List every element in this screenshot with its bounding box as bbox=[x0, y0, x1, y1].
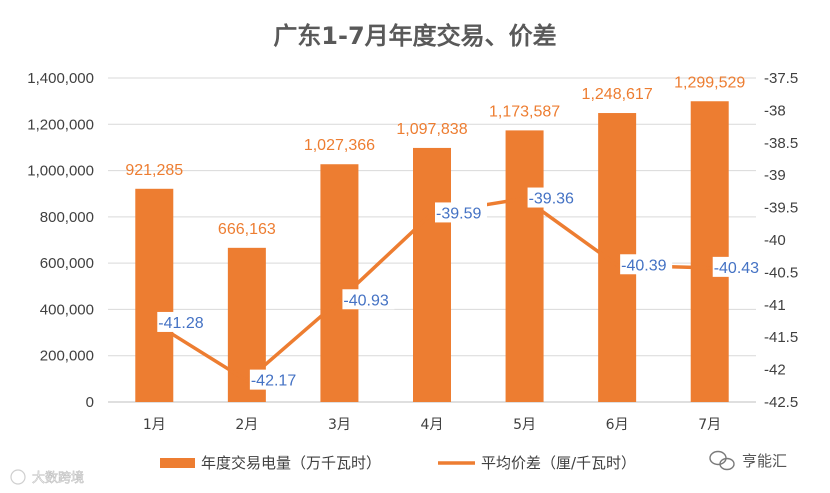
x-tick-label: 5月 bbox=[513, 417, 536, 433]
price-value-label: -39.59 bbox=[436, 205, 481, 222]
left-tick-label: 1,400,000 bbox=[27, 70, 94, 87]
price-value-label: -42.17 bbox=[251, 373, 296, 390]
right-tick-label: -39 bbox=[764, 167, 786, 184]
legend-bar-swatch bbox=[160, 458, 195, 468]
left-tick-label: 400,000 bbox=[40, 301, 94, 318]
bar-value-label: 1,027,366 bbox=[304, 137, 375, 154]
price-label-bg bbox=[435, 202, 487, 223]
bar-value-label: 1,248,617 bbox=[582, 86, 653, 103]
price-value-label: -41.28 bbox=[158, 315, 203, 332]
watermark-left: 大数跨境 bbox=[10, 469, 84, 486]
legend: 年度交易电量（万千瓦时） 平均价差（厘/千瓦时） bbox=[160, 454, 636, 472]
x-tick-label: 7月 bbox=[698, 417, 721, 433]
right-tick-label: -40.5 bbox=[764, 264, 798, 281]
right-axis-ticks: -37.5 -38 -38.5 -39 -39.5 -40 -40.5 -41 -41.5 -42… bbox=[764, 70, 798, 411]
right-tick-label: -38 bbox=[764, 102, 786, 119]
legend-line-label: 平均价差（厘/千瓦时） bbox=[481, 454, 636, 472]
legend-bar-label: 年度交易电量（万千瓦时） bbox=[201, 454, 381, 472]
x-tick-label: 3月 bbox=[328, 417, 351, 433]
price-value-label: -39.36 bbox=[529, 191, 574, 208]
price-point bbox=[152, 321, 157, 325]
right-tick-label: -41.5 bbox=[764, 329, 798, 346]
watermark-left-text: 大数跨境 bbox=[32, 471, 84, 486]
bar-value-label: 921,285 bbox=[125, 162, 183, 179]
price-point bbox=[522, 196, 527, 201]
price-label-bg bbox=[157, 311, 210, 332]
left-tick-label: 200,000 bbox=[40, 348, 94, 365]
bar-value-label: 666,163 bbox=[218, 221, 276, 238]
right-tick-label: -38.5 bbox=[764, 135, 798, 152]
line-data-labels: -41.28 -42.17 -40.93 -39.59 -39.36 -40.39 -40.… bbox=[157, 187, 765, 390]
watermark-right-text: 亨能汇 bbox=[742, 452, 787, 470]
x-tick-label: 6月 bbox=[606, 417, 629, 433]
right-tick-label: -40 bbox=[764, 232, 786, 249]
right-tick-label: -42.5 bbox=[764, 394, 798, 411]
bar bbox=[505, 130, 544, 402]
bar-value-label: 1,299,529 bbox=[674, 74, 745, 91]
price-point bbox=[707, 266, 712, 270]
bar bbox=[413, 147, 451, 402]
right-tick-label: -39.5 bbox=[764, 200, 798, 217]
bar-value-label: 1,097,838 bbox=[396, 121, 467, 138]
left-tick-label: 1,000,000 bbox=[27, 163, 94, 180]
price-label-bg bbox=[249, 369, 302, 390]
line-series bbox=[152, 196, 712, 383]
chart-title: 广东1-7月年度交易、价差 bbox=[273, 22, 556, 50]
price-point bbox=[430, 211, 434, 216]
price-point bbox=[337, 298, 342, 303]
price-point bbox=[615, 263, 619, 268]
left-tick-label: 0 bbox=[86, 394, 94, 411]
left-axis-ticks: 0 200,000 400,000 600,000 800,000 1,000,000 1,… bbox=[27, 70, 94, 411]
price-value-label: -40.93 bbox=[343, 292, 388, 309]
x-tick-label: 2月 bbox=[235, 417, 258, 433]
bar bbox=[320, 164, 359, 402]
left-tick-label: 600,000 bbox=[40, 255, 94, 272]
bar-data-labels: 921,285 666,163 1,027,366 1,097,838 1,173,58… bbox=[125, 74, 745, 238]
x-tick-label: 4月 bbox=[421, 417, 444, 433]
left-tick-label: 800,000 bbox=[40, 209, 94, 226]
price-value-label: -40.43 bbox=[714, 260, 759, 277]
price-label-bg bbox=[620, 254, 673, 275]
right-tick-label: -42 bbox=[764, 362, 786, 379]
right-tick-label: -41 bbox=[764, 297, 786, 314]
bar bbox=[135, 188, 174, 402]
price-value-label: -40.39 bbox=[621, 257, 666, 274]
price-label-bg bbox=[712, 256, 765, 277]
right-tick-label: -37.5 bbox=[764, 70, 798, 87]
bar-series bbox=[135, 101, 729, 402]
watermark-right: 亨能汇 bbox=[709, 450, 787, 471]
x-tick-label: 1月 bbox=[143, 417, 166, 433]
price-point bbox=[245, 378, 249, 383]
watermark-logo-icon bbox=[10, 469, 26, 485]
x-axis-ticks: 1月 2月 3月 4月 5月 6月 7月 bbox=[143, 417, 721, 433]
bar bbox=[690, 101, 729, 402]
left-tick-label: 1,200,000 bbox=[27, 116, 94, 133]
bar-value-label: 1,173,587 bbox=[489, 103, 560, 120]
price-label-bg bbox=[527, 187, 580, 208]
wechat-icon bbox=[709, 450, 735, 471]
price-label-bg bbox=[342, 289, 395, 310]
